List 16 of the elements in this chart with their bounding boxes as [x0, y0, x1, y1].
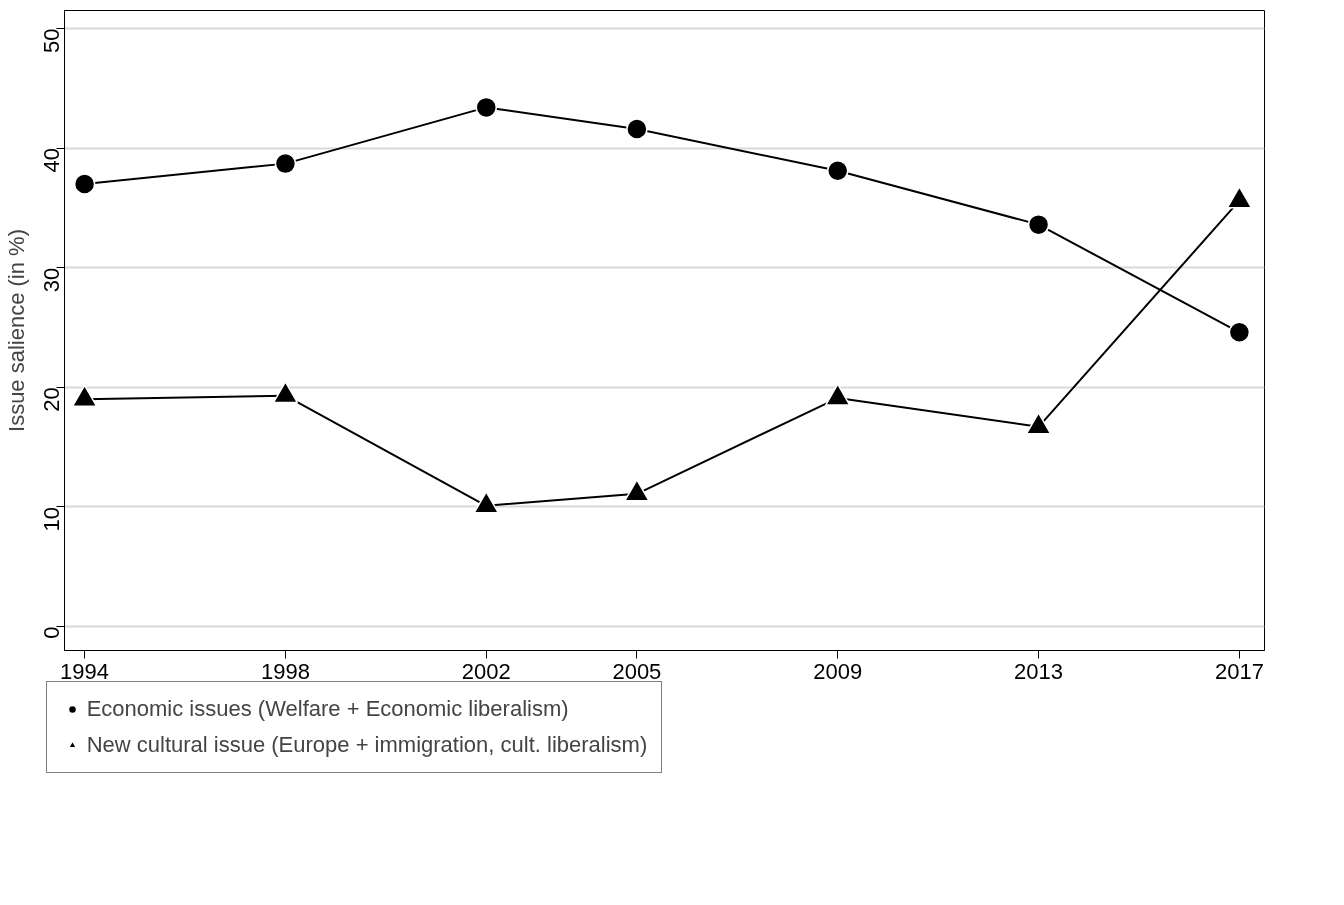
legend-label: New cultural issue (Europe + immigration, cult. liberalism) [86, 732, 648, 758]
x-tick-label: 2005 [612, 658, 662, 684]
y-axis-title: Issue salience (in %) [3, 229, 29, 432]
x-tick-label: 2013 [1014, 658, 1064, 684]
y-tick-label: 0 [39, 626, 64, 639]
x-tick-label: 1998 [260, 658, 310, 684]
y-tick-label: 30 [39, 267, 64, 293]
legend-label: Economic issues (Welfare + Economic liberalism) [86, 696, 569, 722]
x-tick-label: 2002 [461, 658, 511, 684]
y-tick-label: 40 [39, 148, 64, 173]
x-tick-label: 2017 [1214, 658, 1264, 684]
y-tick-label: 20 [39, 387, 64, 412]
y-tick-label: 50 [39, 28, 64, 53]
x-tick-label: 2009 [813, 658, 863, 684]
y-tick-label: 10 [39, 506, 64, 532]
x-tick-label: 1994 [60, 658, 110, 684]
